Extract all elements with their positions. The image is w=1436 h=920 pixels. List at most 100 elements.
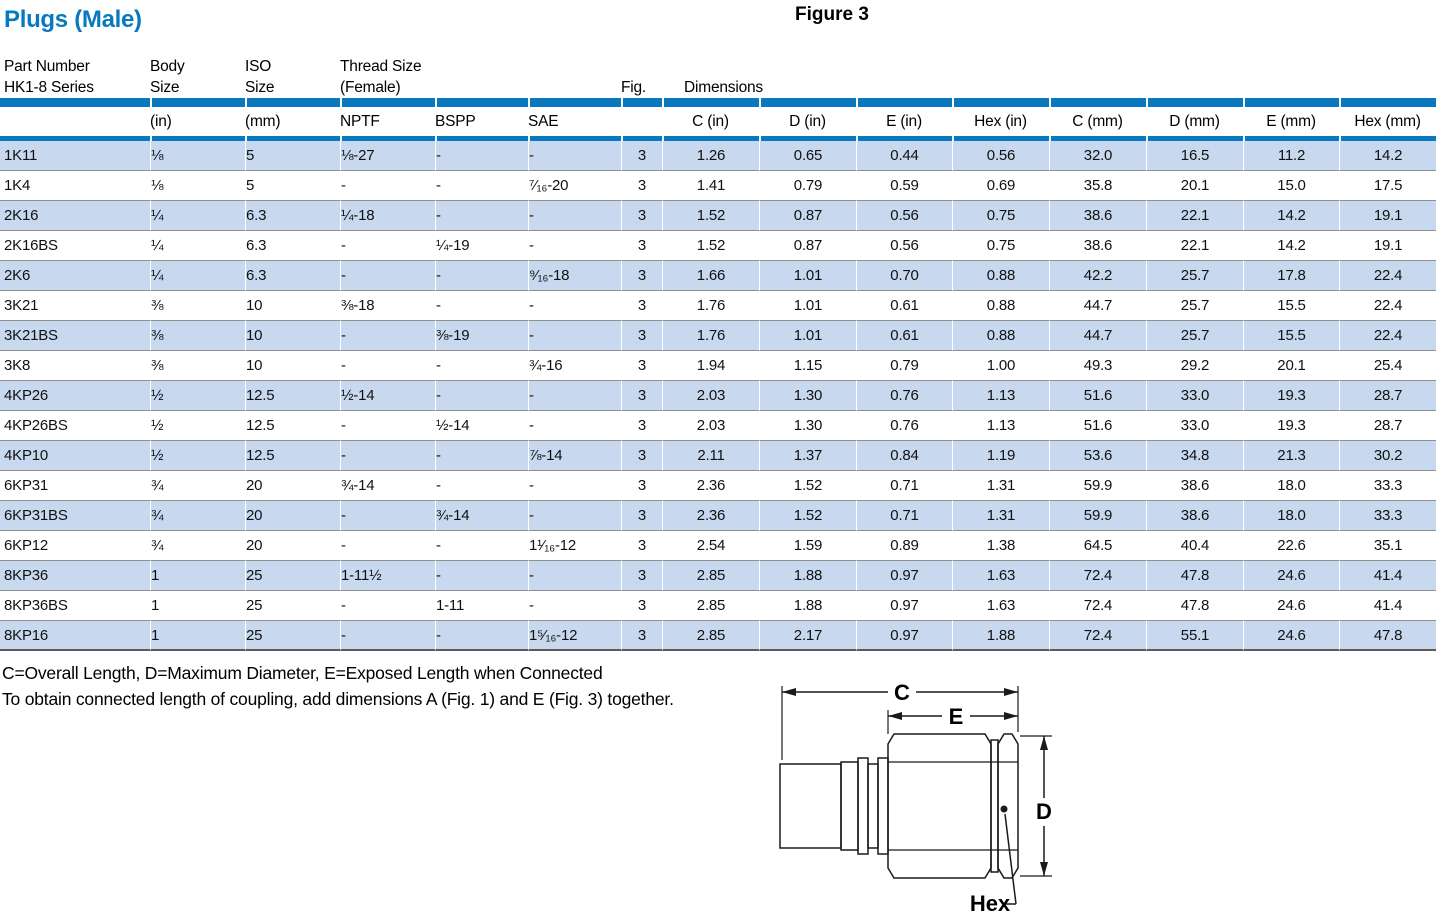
cell-hex_in: 0.69 xyxy=(952,171,1049,201)
cell-d_in: 1.01 xyxy=(759,321,856,351)
cell-e_in: 0.97 xyxy=(856,561,952,591)
cell-c_in: 2.85 xyxy=(662,591,759,621)
cell-hex_in: 1.88 xyxy=(952,621,1049,651)
cell-e_mm: 15.5 xyxy=(1243,321,1339,351)
cell-e_mm: 17.8 xyxy=(1243,261,1339,291)
cell-body_in: ¾ xyxy=(150,531,245,561)
subheader-empty-fig xyxy=(621,107,662,136)
cell-iso_mm: 5 xyxy=(245,171,340,201)
cell-hex_mm: 30.2 xyxy=(1339,441,1436,471)
cell-body_in: 1 xyxy=(150,621,245,651)
cell-nptf: ¾-14 xyxy=(340,471,435,501)
cell-body_in: ¼ xyxy=(150,231,245,261)
cell-part: 2K6 xyxy=(0,261,150,291)
subheader-iso-mm: (mm) xyxy=(245,112,281,130)
cell-body_in: ½ xyxy=(150,441,245,471)
col-header-body-size: Body Size xyxy=(150,46,245,98)
dim-label-e: E xyxy=(949,704,964,729)
cell-e_in: 0.76 xyxy=(856,411,952,441)
subheader-bspp: BSPP xyxy=(435,112,476,130)
cell-c_in: 1.76 xyxy=(662,291,759,321)
footnotes: C=Overall Length, D=Maximum Diameter, E=… xyxy=(2,660,674,712)
cell-part: 4KP10 xyxy=(0,441,150,471)
cell-e_in: 0.59 xyxy=(856,171,952,201)
cell-hex_in: 0.75 xyxy=(952,201,1049,231)
cell-d_mm: 33.0 xyxy=(1146,381,1243,411)
cell-e_mm: 18.0 xyxy=(1243,471,1339,501)
subheader-hex-mm: Hex (mm) xyxy=(1354,112,1421,130)
cell-iso_mm: 20 xyxy=(245,531,340,561)
cell-c_in: 1.94 xyxy=(662,351,759,381)
cell-fig: 3 xyxy=(621,321,662,351)
cell-nptf: ⅛-27 xyxy=(340,141,435,171)
cell-hex_in: 1.38 xyxy=(952,531,1049,561)
cell-bspp: - xyxy=(435,171,528,201)
accent-bar-segment xyxy=(1339,136,1436,141)
cell-nptf: - xyxy=(340,531,435,561)
cell-sae: 1¹⁄₁₆-12 xyxy=(528,531,621,561)
cell-body_in: 1 xyxy=(150,561,245,591)
dim-c-arrow-right xyxy=(1004,688,1018,696)
cell-nptf: ⅜-18 xyxy=(340,291,435,321)
cell-hex_in: 0.75 xyxy=(952,231,1049,261)
table-row: 8KP16 1 25- -1⁵⁄₁₆-12 3 2.85 2.17 0.97 1.88 72.4 5… xyxy=(0,621,1436,651)
figure-drawing: C E D Hex xyxy=(779,680,1052,916)
cell-bspp: - xyxy=(435,441,528,471)
cell-hex_in: 0.88 xyxy=(952,261,1049,291)
cell-hex_in: 1.31 xyxy=(952,501,1049,531)
cell-hex_mm: 22.4 xyxy=(1339,291,1436,321)
table-row: 6KP31 ¾ 20 ¾-14- -3 2.36 1.52 0.71 1.31 59.9 38.6 1… xyxy=(0,471,1436,501)
col-header-thread-line1: Thread Size xyxy=(340,58,422,75)
cell-body_in: ⅜ xyxy=(150,351,245,381)
cell-iso_mm: 6.3 xyxy=(245,261,340,291)
accent-bar-segment xyxy=(528,136,621,141)
cell-d_in: 1.88 xyxy=(759,591,856,621)
accent-bar-segment xyxy=(435,98,528,107)
accent-bar-segment xyxy=(621,136,662,141)
accent-bar-segment xyxy=(245,98,340,107)
cell-nptf: - xyxy=(340,621,435,651)
cell-hex_mm: 17.5 xyxy=(1339,171,1436,201)
col-header-part-number-line1: Part Number xyxy=(4,58,90,75)
cell-sae: - xyxy=(528,471,621,501)
cell-hex_in: 1.19 xyxy=(952,441,1049,471)
cell-e_mm: 14.2 xyxy=(1243,231,1339,261)
cell-e_mm: 19.3 xyxy=(1243,381,1339,411)
cell-bspp: - xyxy=(435,621,528,651)
cell-fig: 3 xyxy=(621,531,662,561)
cell-hex_mm: 19.1 xyxy=(1339,231,1436,261)
table-row: 4KP26 ½ 12.5 ½-14- -3 2.03 1.30 0.76 1.13 51.6 33.… xyxy=(0,381,1436,411)
cell-e_in: 0.71 xyxy=(856,471,952,501)
accent-bar-segment xyxy=(759,98,856,107)
cell-nptf: - xyxy=(340,351,435,381)
cell-d_mm: 25.7 xyxy=(1146,291,1243,321)
cell-sae: - xyxy=(528,141,621,171)
cell-sae: - xyxy=(528,321,621,351)
dim-label-d: D xyxy=(1036,799,1052,824)
cell-d_in: 1.88 xyxy=(759,561,856,591)
cell-fig: 3 xyxy=(621,261,662,291)
cell-c_in: 1.52 xyxy=(662,231,759,261)
cell-fig: 3 xyxy=(621,411,662,441)
cell-iso_mm: 6.3 xyxy=(245,231,340,261)
accent-bar-segment xyxy=(150,98,245,107)
cell-part: 8KP36 xyxy=(0,561,150,591)
cell-bspp: - xyxy=(435,561,528,591)
cell-e_in: 0.56 xyxy=(856,201,952,231)
cell-iso_mm: 12.5 xyxy=(245,411,340,441)
table-row: 4KP10 ½ 12.5- - ⅞-14 3 2.11 1.37 0.84 1.19 53.6 34.… xyxy=(0,441,1436,471)
body-nut-groove xyxy=(990,739,999,873)
cell-d_mm: 25.7 xyxy=(1146,261,1243,291)
cell-d_mm: 25.7 xyxy=(1146,321,1243,351)
cell-c_mm: 51.6 xyxy=(1049,411,1146,441)
cell-nptf: ¼-18 xyxy=(340,201,435,231)
cell-sae: - xyxy=(528,201,621,231)
cell-d_in: 0.79 xyxy=(759,171,856,201)
col-header-part-number-line2: HK1-8 Series xyxy=(4,79,94,96)
cell-bspp: 1-11 xyxy=(435,591,528,621)
cell-nptf: - xyxy=(340,501,435,531)
cell-d_in: 1.15 xyxy=(759,351,856,381)
cell-e_in: 0.44 xyxy=(856,141,952,171)
cell-e_mm: 22.6 xyxy=(1243,531,1339,561)
cell-c_mm: 38.6 xyxy=(1049,201,1146,231)
